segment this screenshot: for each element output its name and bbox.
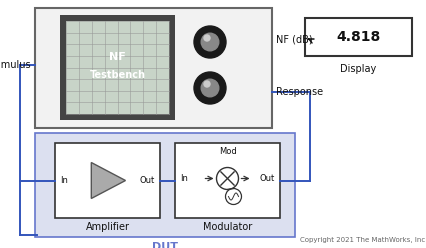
Circle shape: [201, 79, 219, 97]
Text: Modulator: Modulator: [203, 222, 252, 232]
Circle shape: [216, 167, 239, 189]
Text: In: In: [60, 176, 68, 185]
Bar: [35, 8, 272, 128]
Text: Display: Display: [340, 64, 377, 74]
Circle shape: [204, 35, 210, 41]
Text: 4.818: 4.818: [337, 30, 380, 44]
Circle shape: [194, 72, 226, 104]
Text: Stimulus: Stimulus: [0, 60, 31, 70]
Text: In: In: [180, 174, 188, 183]
Bar: [175, 143, 280, 218]
Text: Out: Out: [140, 176, 155, 185]
Bar: [305, 18, 412, 56]
Bar: [66, 21, 169, 114]
Text: Testbench: Testbench: [89, 70, 146, 81]
Text: Copyright 2021 The MathWorks, Inc.: Copyright 2021 The MathWorks, Inc.: [300, 237, 426, 243]
Text: Response: Response: [276, 87, 323, 97]
Polygon shape: [91, 162, 126, 198]
Bar: [55, 143, 160, 218]
Bar: [60, 15, 175, 120]
Text: Out: Out: [260, 174, 275, 183]
Circle shape: [201, 33, 219, 51]
Text: Amplifier: Amplifier: [86, 222, 130, 232]
Text: NF: NF: [109, 53, 126, 62]
Circle shape: [194, 26, 226, 58]
Text: Mod: Mod: [219, 147, 236, 155]
Bar: [35, 133, 295, 237]
Text: DUT: DUT: [152, 242, 178, 248]
Text: NF (dB): NF (dB): [276, 35, 313, 45]
Circle shape: [225, 188, 242, 205]
Circle shape: [204, 81, 210, 87]
